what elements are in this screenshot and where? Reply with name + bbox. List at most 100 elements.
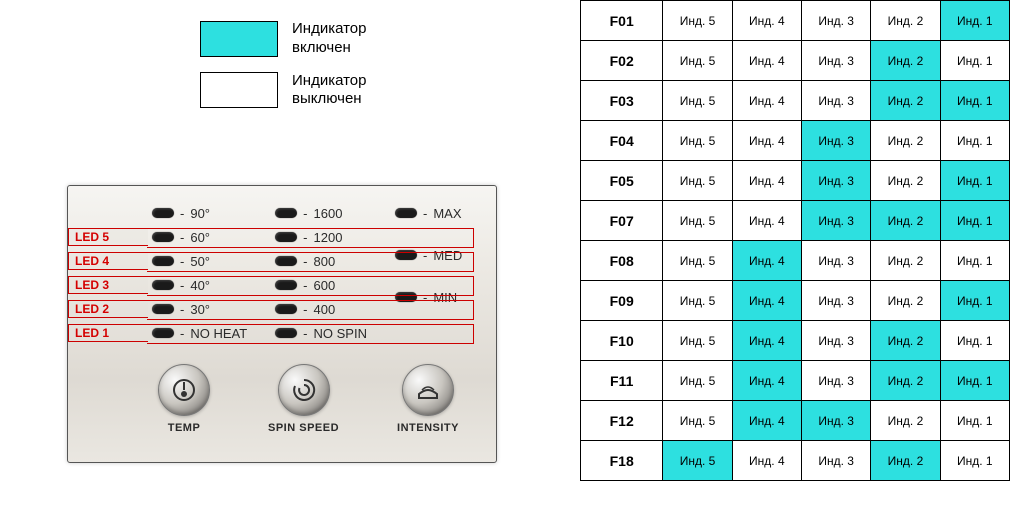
indicator-cell: Инд. 4 [732,241,801,281]
indicator-cell: Инд. 3 [802,121,871,161]
dash: - [303,206,307,221]
indicator-cell: Инд. 1 [940,81,1009,121]
intensity-knob-icon [402,364,454,416]
legend-on-text: Индикатор включен [292,20,367,58]
table-row: F04Инд. 5Инд. 4Инд. 3Инд. 2Инд. 1 [581,121,1010,161]
indicator-cell: Инд. 2 [871,321,940,361]
panel-buttons: TEMP SPIN SPEED INTENSITY [152,364,482,434]
indicator-cell: Инд. 5 [663,281,732,321]
indicator-cell: Инд. 5 [663,361,732,401]
error-code-cell: F18 [581,441,663,481]
indicator-cell: Инд. 5 [663,401,732,441]
indicator-cell: Инд. 2 [871,161,940,201]
intensity-button[interactable]: INTENSITY [397,364,459,434]
indicator-cell: Инд. 4 [732,361,801,401]
led-callout: LED 4 [68,252,148,270]
indicator-cell: Инд. 1 [940,441,1009,481]
indicator-cell: Инд. 5 [663,321,732,361]
dash: - [180,206,184,221]
indicator-cell: Инд. 2 [871,361,940,401]
indicator-cell: Инд. 1 [940,321,1009,361]
indicator-cell: Инд. 3 [802,81,871,121]
led-value: 1600 [314,206,343,221]
table-row: F11Инд. 5Инд. 4Инд. 3Инд. 2Инд. 1 [581,361,1010,401]
led-value: MAX [433,206,461,221]
led-callout: LED 2 [68,300,148,318]
led-callout: LED 3 [68,276,148,294]
table-row: F09Инд. 5Инд. 4Инд. 3Инд. 2Инд. 1 [581,281,1010,321]
led-callout: LED 1 [68,324,148,342]
indicator-cell: Инд. 5 [663,201,732,241]
table-row: F03Инд. 5Инд. 4Инд. 3Инд. 2Инд. 1 [581,81,1010,121]
indicator-cell: Инд. 3 [802,41,871,81]
error-code-cell: F11 [581,361,663,401]
indicator-cell: Инд. 5 [663,1,732,41]
indicator-cell: Инд. 1 [940,121,1009,161]
indicator-cell: Инд. 3 [802,1,871,41]
indicator-cell: Инд. 4 [732,401,801,441]
spin-button[interactable]: SPIN SPEED [268,364,339,434]
table-row: F12Инд. 5Инд. 4Инд. 3Инд. 2Инд. 1 [581,401,1010,441]
table-row: F01Инд. 5Инд. 4Инд. 3Инд. 2Инд. 1 [581,1,1010,41]
temp-label: TEMP [168,422,201,434]
error-code-cell: F12 [581,401,663,441]
indicator-cell: Инд. 5 [663,41,732,81]
intensity-column: -MAX-MED-MIN [395,204,462,342]
led-icon [395,208,417,218]
indicator-cell: Инд. 3 [802,401,871,441]
control-panel: LED 5 LED 4 LED 3 LED 2 LED 1 -90°-60°-50°-4… [67,185,497,463]
indicator-cell: Инд. 3 [802,241,871,281]
led-value: 90° [190,206,210,221]
indicator-cell: Инд. 2 [871,121,940,161]
legend-off-row: Индикатор выключен [200,72,367,110]
indicator-cell: Инд. 3 [802,321,871,361]
indicator-cell: Инд. 4 [732,1,801,41]
table-row: F05Инд. 5Инд. 4Инд. 3Инд. 2Инд. 1 [581,161,1010,201]
error-code-cell: F09 [581,281,663,321]
indicator-cell: Инд. 4 [732,281,801,321]
legend-on-swatch [200,21,278,57]
led-callout: LED 5 [68,228,148,246]
indicator-cell: Инд. 1 [940,361,1009,401]
indicator-cell: Инд. 2 [871,81,940,121]
indicator-cell: Инд. 5 [663,81,732,121]
panel-columns: -90°-60°-50°-40°-30°-NO HEAT -1600-1200-… [152,204,482,342]
indicator-cell: Инд. 2 [871,401,940,441]
led-callouts: LED 5 LED 4 LED 3 LED 2 LED 1 [68,228,148,348]
temp-knob-icon [158,364,210,416]
legend-off-text: Индикатор выключен [292,72,367,110]
indicator-cell: Инд. 5 [663,121,732,161]
table-row: F08Инд. 5Инд. 4Инд. 3Инд. 2Инд. 1 [581,241,1010,281]
error-code-cell: F05 [581,161,663,201]
error-code-cell: F02 [581,41,663,81]
error-code-cell: F10 [581,321,663,361]
indicator-cell: Инд. 4 [732,161,801,201]
temp-button[interactable]: TEMP [158,364,210,434]
indicator-cell: Инд. 2 [871,1,940,41]
legend-off-swatch [200,72,278,108]
spin-column: -1600-1200-800-600-400-NO SPIN [275,204,367,342]
error-code-cell: F04 [581,121,663,161]
error-code-table: F01Инд. 5Инд. 4Инд. 3Инд. 2Инд. 1F02Инд.… [580,0,1010,481]
intensity-label: INTENSITY [397,422,459,434]
indicator-cell: Инд. 1 [940,241,1009,281]
dash: - [423,206,427,221]
table-row: F07Инд. 5Инд. 4Инд. 3Инд. 2Инд. 1 [581,201,1010,241]
indicator-cell: Инд. 2 [871,441,940,481]
table-row: F10Инд. 5Инд. 4Инд. 3Инд. 2Инд. 1 [581,321,1010,361]
led-icon [275,208,297,218]
indicator-cell: Инд. 5 [663,161,732,201]
indicator-cell: Инд. 2 [871,41,940,81]
table-row: F02Инд. 5Инд. 4Инд. 3Инд. 2Инд. 1 [581,41,1010,81]
indicator-cell: Инд. 4 [732,321,801,361]
legend-on-row: Индикатор включен [200,20,367,58]
led-line: -90° [152,204,247,222]
error-code-cell: F01 [581,1,663,41]
indicator-cell: Инд. 3 [802,201,871,241]
indicator-cell: Инд. 4 [732,81,801,121]
error-code-cell: F07 [581,201,663,241]
temp-column: -90°-60°-50°-40°-30°-NO HEAT [152,204,247,342]
indicator-cell: Инд. 1 [940,281,1009,321]
indicator-cell: Инд. 2 [871,281,940,321]
spin-label: SPIN SPEED [268,422,339,434]
